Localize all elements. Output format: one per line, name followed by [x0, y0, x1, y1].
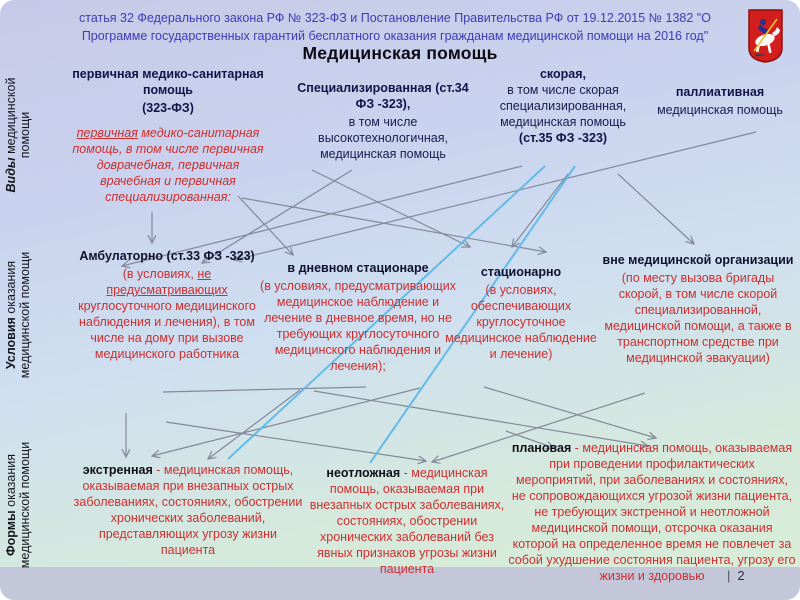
side-label-vidy: Виды медицинской помощи: [4, 70, 48, 200]
primary-care-note: первичная медико-санитарная помощь, в то…: [72, 126, 264, 204]
page-title: Медицинская помощь: [302, 43, 498, 63]
side-label-usloviya: Условия оказания медицинской помощи: [4, 234, 48, 396]
specialized-care-note: в том числе высокотехнологичная, медицин…: [318, 115, 448, 161]
ambulance-care-title: скорая,: [539, 67, 587, 81]
side-label-formy: Формы оказания медицинской помощи: [4, 433, 48, 577]
side-label-formy-bold: Формы: [4, 510, 18, 557]
block-palliative-care: паллиативная медицинская помощь: [642, 84, 798, 118]
block-outside-organization: вне медицинской организации (по месту вы…: [600, 252, 796, 366]
stationary-note: (в условиях, обеспечивающих круглосуточн…: [445, 283, 597, 361]
primary-care-title: первичная медико-санитарная помощь: [72, 67, 264, 97]
block-ambulatory: Амбулаторно (ст.33 ФЗ -323) (в условиях,…: [66, 248, 268, 362]
block-emergency-form: экстренная - медицинская помощь, оказыва…: [72, 462, 304, 558]
outside-organization-title: вне медицинской организации: [602, 253, 794, 267]
block-ambulance-care: скорая, в том числе скорая специализиров…: [489, 66, 637, 146]
ambulance-care-law: (ст.35 ФЗ -323): [518, 131, 608, 145]
side-label-vidy-rest: медицинской помощи: [4, 77, 33, 159]
day-hospital-note: (в условиях, предусматривающих медицинск…: [260, 279, 456, 373]
page-number-value: 2: [737, 568, 745, 583]
block-primary-care: первичная медико-санитарная помощь (323-…: [70, 66, 266, 205]
specialized-care-title: Специализированная (ст.34 ФЗ -323),: [297, 81, 469, 111]
urgent-term: неотложная: [326, 466, 401, 480]
block-specialized-care: Специализированная (ст.34 ФЗ -323), в то…: [288, 80, 478, 162]
block-day-hospital: в дневном стационаре (в условиях, предус…: [258, 260, 458, 374]
ambulatory-note: (в условиях, не предусматривающих кругло…: [78, 267, 256, 361]
page-number-divider: |: [727, 568, 731, 583]
block-urgent-form: неотложная - медицинская помощь, оказыва…: [306, 465, 508, 577]
planned-desc: - медицинская помощь, оказываемая при пр…: [508, 441, 796, 583]
urgent-desc: - медицинская помощь, оказываемая при вн…: [309, 466, 505, 576]
outside-organization-note: (по месту вызова бригады скорой, в том ч…: [604, 271, 792, 365]
palliative-care-note: медицинская помощь: [657, 103, 783, 117]
side-label-usloviya-bold: Условия: [4, 317, 18, 370]
block-stationary: стационарно (в условиях, обеспечивающих …: [442, 264, 600, 362]
emergency-term: экстренная: [82, 463, 153, 477]
stationary-title: стационарно: [480, 265, 562, 279]
moscow-coat-of-arms-icon: [748, 9, 783, 63]
emergency-desc: - медицинская помощь, оказываемая при вн…: [73, 463, 303, 557]
ambulance-care-note: в том числе скорая специализированная, м…: [499, 83, 627, 129]
block-planned-form: плановая - медицинская помощь, оказываем…: [508, 440, 796, 584]
bottom-band: [0, 567, 800, 600]
planned-term: плановая: [511, 441, 572, 455]
palliative-care-title: паллиативная: [675, 85, 765, 99]
law-reference: статья 32 Федерального закона РФ № 323-Ф…: [79, 11, 711, 44]
ambulatory-title: Амбулаторно (ст.33 ФЗ -323): [79, 249, 255, 263]
day-hospital-title: в дневном стационаре: [287, 261, 429, 275]
side-label-vidy-bold: Виды: [4, 157, 18, 193]
page-number: | 2: [727, 568, 745, 583]
primary-care-law: (323-ФЗ): [142, 101, 194, 115]
